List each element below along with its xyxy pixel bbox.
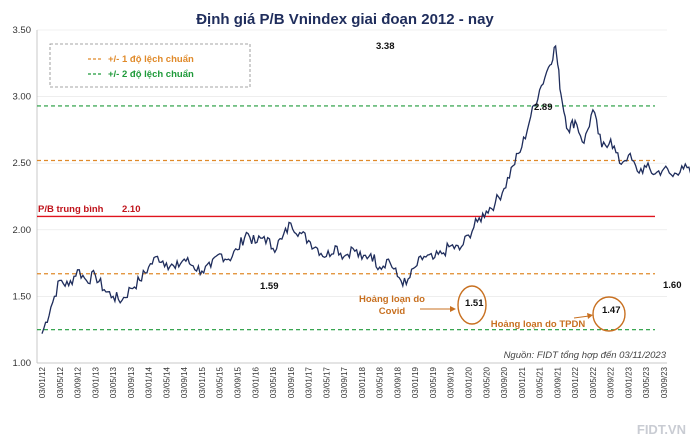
x-tick-label: 03/01/16 [251, 366, 260, 398]
x-tick-label: 03/05/21 [536, 366, 545, 398]
y-tick-label: 3.00 [13, 92, 32, 103]
covid-arrowhead [450, 306, 456, 312]
x-tick-label: 03/09/15 [233, 366, 242, 398]
last-value-label: 1.60 [663, 280, 682, 291]
low-2016-label: 1.59 [260, 281, 279, 292]
peak-2021-label: 2.89 [534, 102, 553, 113]
tpdn-arrow [573, 315, 590, 319]
x-tick-label: 03/09/18 [393, 366, 402, 398]
x-tick-label: 03/01/12 [38, 366, 47, 398]
x-tick-label: 03/05/14 [162, 366, 171, 398]
source-note: Nguồn: FIDT tổng hợp đến 03/11/2023 [504, 350, 667, 361]
legend-box [49, 43, 251, 88]
x-tick-label: 03/09/21 [553, 366, 562, 398]
tpdn-circle [592, 296, 626, 332]
x-tick-label: 03/09/23 [660, 366, 669, 398]
x-tick-label: 03/01/23 [624, 366, 633, 398]
x-tick-label: 03/09/22 [607, 366, 616, 398]
x-tick-label: 03/05/16 [269, 366, 278, 398]
x-tick-label: 03/05/12 [56, 366, 65, 398]
tpdn-arrowhead [587, 313, 593, 319]
brand-watermark: FIDT.VN [637, 422, 686, 437]
x-axis-labels: 03/01/12 03/05/12 03/09/12 03/01/13 03/05/13… [38, 366, 669, 398]
x-tick-label: 03/09/16 [287, 366, 296, 398]
x-tick-label: 03/05/20 [482, 366, 491, 398]
tpdn-annotation: Hoảng loạn do TPDN [491, 319, 586, 330]
x-tick-label: 03/05/23 [642, 366, 651, 398]
x-tick-label: 03/09/12 [74, 366, 83, 398]
x-tick-label: 03/09/19 [447, 366, 456, 398]
covid-annotation-line1: Hoảng loạn do [359, 294, 425, 305]
chart-title: Định giá P/B Vnindex giai đoạn 2012 - na… [196, 11, 494, 28]
legend-item-1sd: +/- 1 độ lệch chuẩn [108, 54, 194, 65]
x-tick-label: 03/05/17 [322, 366, 331, 398]
pb-mean-value: 2.10 [122, 204, 141, 215]
x-tick-label: 03/05/18 [376, 366, 385, 398]
x-tick-label: 03/01/21 [518, 366, 527, 398]
peak-2018-label: 3.38 [376, 41, 395, 52]
covid-annotation-line2: Covid [379, 306, 406, 317]
x-tick-label: 03/01/13 [91, 366, 100, 398]
low-2022-label: 1.47 [602, 305, 621, 316]
x-tick-label: 03/09/20 [500, 366, 509, 398]
y-tick-label: 2.50 [13, 158, 32, 169]
y-tick-label: 2.00 [13, 225, 32, 236]
x-tick-label: 03/05/15 [216, 366, 225, 398]
legend: +/- 1 độ lệch chuẩn +/- 2 độ lệch chuẩn [49, 43, 251, 88]
x-tick-label: 03/05/13 [109, 366, 118, 398]
pb-mean-label: P/B trung bình [38, 204, 104, 215]
x-tick-label: 03/01/20 [465, 366, 474, 398]
y-tick-label: 1.50 [13, 291, 32, 302]
x-tick-label: 03/09/17 [340, 366, 349, 398]
low-2020-label: 1.51 [465, 298, 484, 309]
reference-lines [37, 105, 655, 331]
y-tick-label: 3.50 [13, 25, 32, 36]
x-tick-label: 03/01/17 [305, 366, 314, 398]
x-tick-label: 03/05/22 [589, 366, 598, 398]
legend-item-2sd: +/- 2 độ lệch chuẩn [108, 69, 194, 80]
x-tick-label: 03/09/14 [180, 366, 189, 398]
y-tick-label: 1.00 [13, 358, 32, 369]
x-tick-label: 03/01/22 [571, 366, 580, 398]
x-tick-label: 03/01/18 [358, 366, 367, 398]
y-axis-labels: 1.00 1.50 2.00 2.50 3.00 3.50 [13, 25, 32, 369]
pb-series-line [41, 44, 690, 334]
x-tick-label: 03/01/14 [145, 366, 154, 398]
covid-circle [457, 285, 487, 325]
x-tick-label: 03/01/15 [198, 366, 207, 398]
grid [36, 29, 667, 364]
x-tick-label: 03/01/19 [411, 366, 420, 398]
x-tick-label: 03/09/13 [127, 366, 136, 398]
x-tick-label: 03/05/19 [429, 366, 438, 398]
